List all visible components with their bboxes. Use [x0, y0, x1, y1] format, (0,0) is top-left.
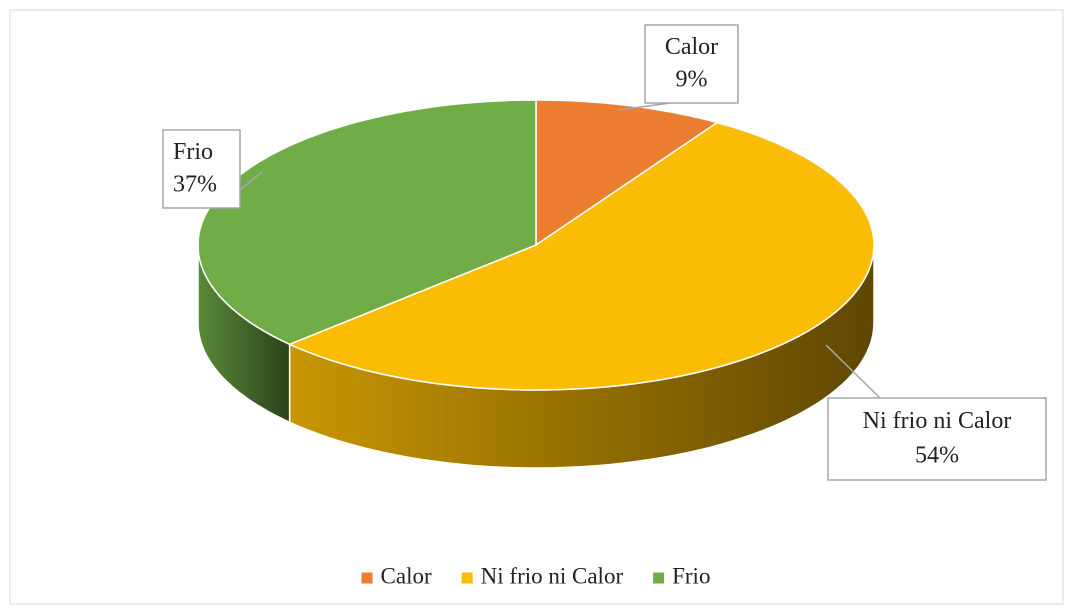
data-label-box	[827, 397, 1047, 481]
legend-swatch	[461, 572, 473, 584]
data-label-name: Frio	[173, 139, 213, 165]
data-label-name: Calor	[665, 34, 718, 60]
data-label-value: 37%	[173, 172, 217, 198]
leader-line	[825, 344, 881, 399]
data-label-box	[162, 129, 241, 209]
data-label-box	[644, 24, 739, 104]
data-label-name: Ni frio ni Calor	[863, 408, 1012, 434]
legend-label: Calor	[381, 563, 432, 588]
leader-line	[239, 171, 263, 191]
data-label-value: 9%	[676, 67, 708, 93]
data-label-value: 54%	[915, 443, 959, 469]
pie-slice	[287, 121, 875, 391]
leader-line	[617, 102, 671, 111]
legend-label: Ni frio ni Calor	[481, 563, 624, 588]
legend-swatch	[653, 572, 665, 584]
legend-label: Frio	[672, 563, 710, 588]
pie-slice	[535, 99, 719, 247]
legend-swatch	[361, 572, 373, 584]
